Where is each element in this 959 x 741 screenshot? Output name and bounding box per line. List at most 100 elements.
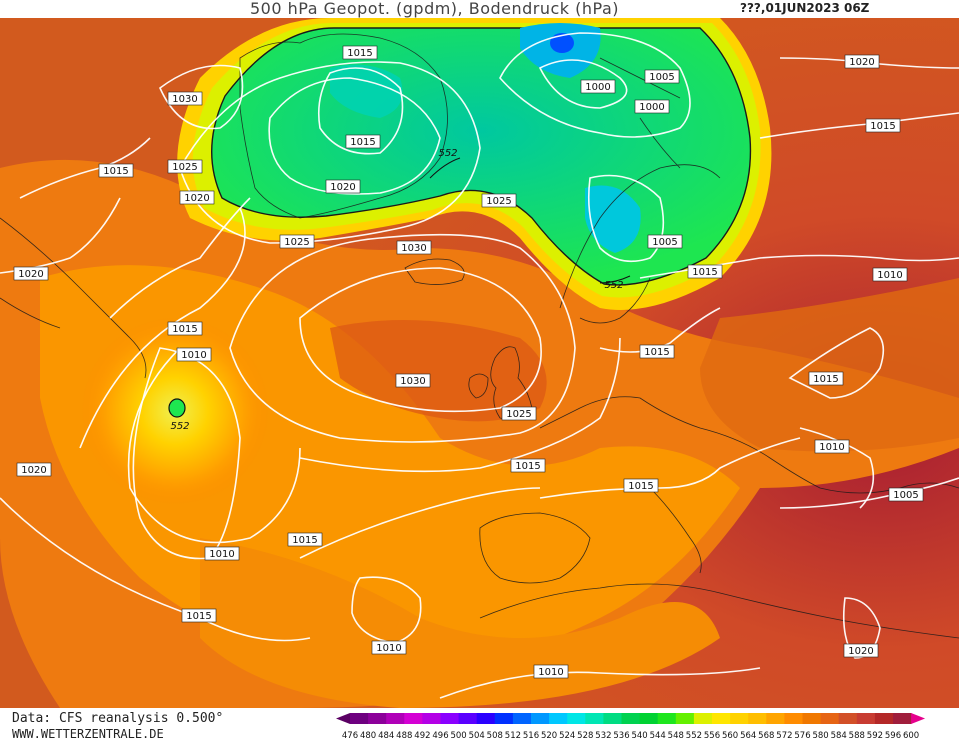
isobar-label: 1025 [501,406,537,421]
svg-text:1020: 1020 [849,57,874,68]
geopotential-labels: 552 552 552 [170,148,623,432]
svg-text:1030: 1030 [401,243,426,254]
isobar-1015-europe [599,307,721,353]
atlantic-low-core [168,398,186,418]
legend-swatch [350,713,369,724]
scandinavia-cold-core [585,185,641,253]
legend-swatch [458,713,478,724]
svg-text:1005: 1005 [652,237,677,248]
isobar-1015-east [788,327,885,399]
map-title: 500 hPa Geopot. (gpdm), Bodendruck (hPa) [250,0,620,18]
svg-text:1015: 1015 [692,267,717,278]
legend-tick-label: 584 [831,731,847,741]
high-pressure-core [330,320,547,422]
isobar-label: 1020 [179,190,215,205]
svg-text:1015: 1015 [813,374,838,385]
legend-tick-label: 476 [342,731,358,741]
svg-text:1000: 1000 [639,102,664,113]
arctic-cold-center [550,33,574,53]
isobar-1025-greenland [179,61,481,244]
isobar-label: 1015 [345,134,381,149]
isobar-label: 1015 [167,321,203,336]
legend-tick-label: 568 [758,731,774,741]
data-source-label: Data: CFS reanalysis 0.500° [12,711,224,726]
legend-swatch [766,713,785,724]
svg-text:1020: 1020 [21,465,46,476]
isobar-label: 1015 [98,163,134,178]
legend-tick-label: 536 [613,731,629,741]
title-bar: 500 hPa Geopot. (gpdm), Bodendruck (hPa)… [0,0,959,18]
north-america-coast [0,217,147,379]
italy-coast [649,487,702,574]
legend-tick-label: 492 [414,731,430,741]
isobar-label: 1010 [176,347,212,362]
svg-text:1025: 1025 [172,162,197,173]
legend-tick-label: 516 [523,731,539,741]
legend-tick-label: 596 [885,731,901,741]
isobar-labels: 1015 1030 1025 1015 1020 1025 1015 1020 … [13,45,924,679]
isobar-label: 1005 [888,487,924,502]
svg-text:1000: 1000 [585,82,610,93]
legend-swatch [404,713,423,724]
contour-552-scandinavia [599,275,631,284]
legend-tick-label: 496 [432,731,448,741]
legend-tick-label: 576 [794,731,810,741]
isobar-1025-azores [229,233,576,443]
svg-text:1015: 1015 [347,48,372,59]
legend-tick-label: 564 [740,731,756,741]
arctic-islands-coast [599,57,681,169]
legend-swatch [440,713,460,724]
legend-swatch [784,713,803,724]
svg-text:1030: 1030 [172,94,197,105]
isobar-1015-balkans [799,427,875,509]
geopotential-label: 552 [170,421,189,432]
legend-swatch [838,713,858,724]
isobar-1015-greenland [317,67,404,155]
legend-tick-label: 520 [541,731,557,741]
isobar-label: 1015 [181,608,217,623]
legend-swatch [621,713,641,724]
legend-tick-label: 480 [360,731,376,741]
legend-tick-label: 504 [469,731,485,741]
isobar-label: 1025 [167,159,203,174]
geopotential-label: 552 [604,280,623,291]
legend-swatch [893,713,912,724]
legend-tick-label: 572 [776,731,792,741]
isobar-1030-azores [299,267,542,413]
isobar-1010-africa [439,667,761,699]
svg-text:1015: 1015 [103,166,128,177]
norway-coast [559,164,721,324]
geopotential-label: 552 [438,148,457,159]
svg-text:1015: 1015 [628,481,653,492]
legend-tick-label: 508 [487,731,503,741]
isobar-label: 1015 [687,264,723,279]
svg-text:1015: 1015 [172,324,197,335]
svg-text:1010: 1010 [877,270,902,281]
svg-text:1015: 1015 [644,347,669,358]
legend-swatch [476,713,496,724]
isobar-label: 1005 [644,69,680,84]
svg-text:1010: 1010 [181,350,206,361]
legend-swatch [820,713,840,724]
isobar-1015-south [0,487,541,642]
svg-text:1025: 1025 [486,196,511,207]
svg-text:1010: 1010 [376,643,401,654]
svg-text:1005: 1005 [893,490,918,501]
iberia-coast [479,512,591,584]
isobar-label: 1025 [279,234,315,249]
legend-tick-label: 580 [812,731,828,741]
legend-swatches [336,713,926,724]
map-date: ???,01JUN2023 06Z [740,1,870,15]
legend-swatch [531,713,550,724]
isobar-label: 1010 [371,640,407,655]
legend-tick-label: 588 [849,731,865,741]
legend-swatch [730,713,749,724]
legend-tick-label: 500 [450,731,466,741]
legend-swatch [494,713,514,724]
svg-text:1020: 1020 [18,269,43,280]
website-label: WWW.WETTERZENTRALE.DE [12,727,164,741]
geopotential-contours [429,157,631,284]
svg-text:1005: 1005 [649,72,674,83]
svg-text:1015: 1015 [870,121,895,132]
isobar-label: 1015 [287,532,323,547]
